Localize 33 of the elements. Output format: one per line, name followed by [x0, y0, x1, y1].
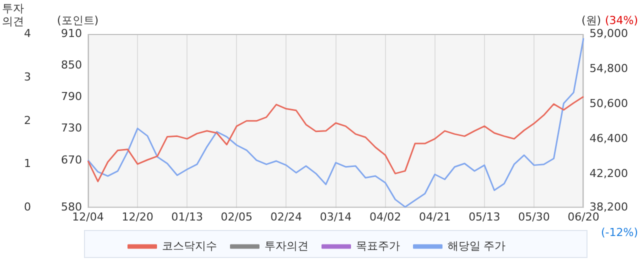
x-tick-label: 05/13 [468, 210, 500, 224]
y2-tick-label: 42,200 [590, 167, 628, 180]
y-tick-label: 910 [60, 26, 82, 40]
y3-tick-label: 0 [24, 200, 31, 214]
y-tick-label: 670 [60, 153, 82, 166]
text: (34%) [604, 14, 638, 27]
legend-label: 해당일 주가 [447, 239, 506, 252]
x-tick-label: 01/13 [171, 210, 203, 224]
x-tick-label: 12/20 [122, 210, 154, 224]
y-tick-label: 790 [60, 90, 82, 104]
y3-tick-label: 1 [24, 157, 31, 170]
y3-axis-title: 투자 의견 [2, 2, 24, 28]
y-tick-label: 850 [60, 58, 82, 72]
y2-tick-label: 50,600 [590, 97, 628, 110]
legend-label: 투자의견 [264, 239, 308, 252]
text: (-12%) [600, 226, 638, 239]
x-tick-label: 05/30 [518, 210, 550, 224]
x-tick-label: 04/21 [419, 210, 451, 224]
x-tick-label: 04/02 [369, 210, 402, 224]
x-tick-label: 02/05 [220, 210, 252, 224]
legend-label: 목표주가 [356, 239, 400, 252]
y3-tick-label: 4 [24, 26, 31, 40]
y-tick-label: 730 [60, 122, 82, 135]
y3-tick-label: 3 [24, 70, 31, 84]
x-tick-label: 02/24 [270, 210, 302, 224]
y2-tick-label: 59,000 [590, 26, 628, 40]
y-axis-title: (포인트) [57, 14, 99, 27]
legend-label: 코스닥지수 [162, 239, 217, 252]
y3-tick-label: 2 [24, 114, 31, 127]
y2-axis-title: (원) [582, 14, 602, 27]
y2-tick-label: 46,400 [590, 132, 628, 146]
x-tick-label: 03/14 [320, 210, 352, 224]
y2-tick-label: 54,800 [590, 62, 628, 75]
